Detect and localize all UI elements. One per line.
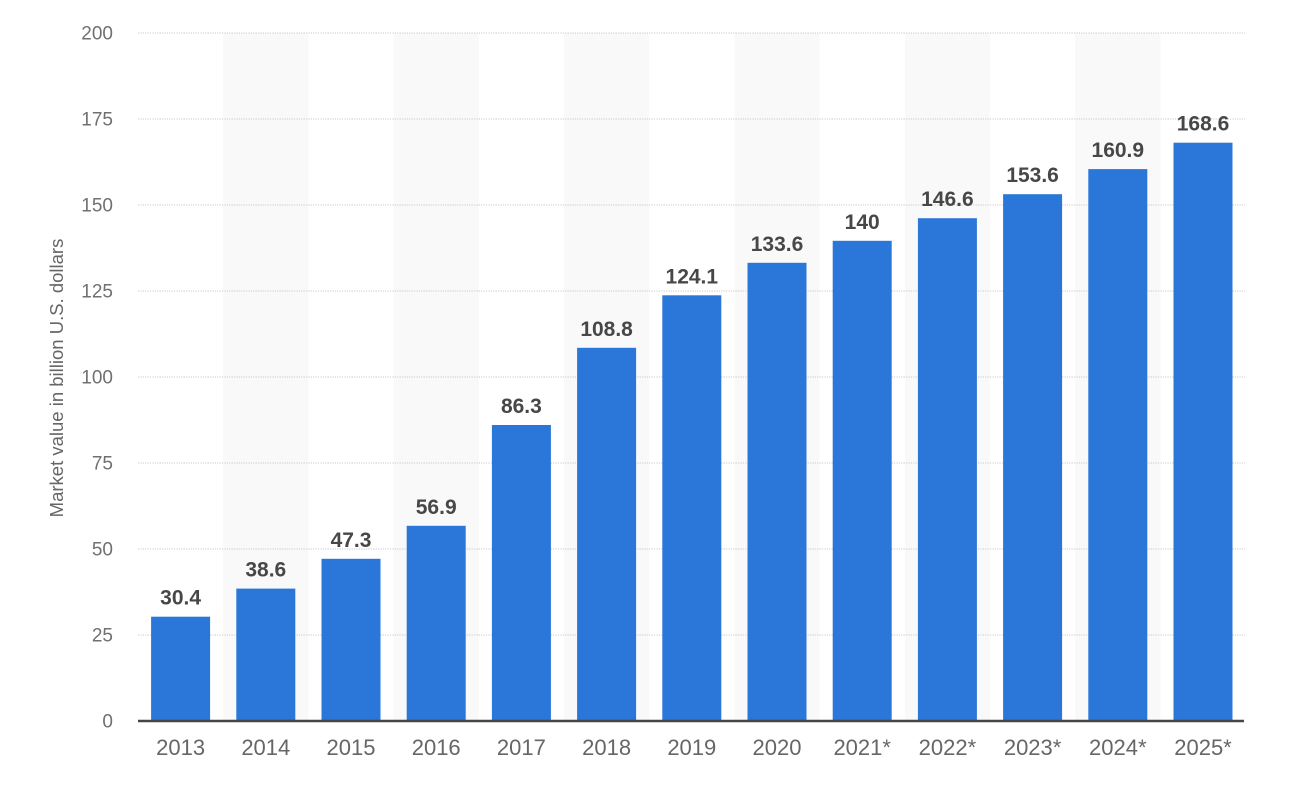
svg-text:200: 200 [81, 24, 113, 45]
svg-text:2016: 2016 [412, 735, 461, 760]
svg-text:2024*: 2024* [1089, 735, 1147, 760]
svg-text:86.3: 86.3 [501, 395, 542, 418]
svg-text:100: 100 [81, 368, 113, 389]
svg-text:2019: 2019 [667, 735, 716, 760]
svg-text:56.9: 56.9 [416, 496, 457, 519]
svg-text:124.1: 124.1 [666, 265, 719, 288]
svg-text:47.3: 47.3 [331, 529, 372, 552]
svg-text:133.6: 133.6 [751, 233, 804, 256]
svg-text:2020: 2020 [753, 735, 802, 760]
svg-text:2015: 2015 [327, 735, 376, 760]
svg-text:2025*: 2025* [1174, 735, 1232, 760]
svg-text:2013: 2013 [156, 735, 205, 760]
svg-text:125: 125 [81, 282, 113, 303]
svg-text:75: 75 [92, 454, 113, 475]
svg-text:Market value in billion U.S. d: Market value in billion U.S. dollars [46, 239, 67, 518]
svg-text:2018: 2018 [582, 735, 631, 760]
svg-text:153.6: 153.6 [1006, 164, 1059, 187]
svg-text:2022*: 2022* [919, 735, 977, 760]
svg-text:150: 150 [81, 196, 113, 217]
svg-text:2023*: 2023* [1004, 735, 1062, 760]
svg-text:175: 175 [81, 110, 113, 131]
svg-text:25: 25 [92, 626, 113, 647]
svg-text:30.4: 30.4 [160, 587, 201, 610]
svg-text:2014: 2014 [241, 735, 290, 760]
svg-text:146.6: 146.6 [921, 188, 974, 211]
svg-text:50: 50 [92, 540, 113, 561]
svg-text:38.6: 38.6 [245, 559, 286, 582]
svg-text:2017: 2017 [497, 735, 546, 760]
svg-text:108.8: 108.8 [580, 318, 633, 341]
svg-text:140: 140 [845, 211, 880, 234]
svg-text:0: 0 [102, 712, 113, 733]
svg-text:160.9: 160.9 [1092, 139, 1145, 162]
svg-text:168.6: 168.6 [1177, 113, 1230, 136]
svg-text:2021*: 2021* [833, 735, 891, 760]
